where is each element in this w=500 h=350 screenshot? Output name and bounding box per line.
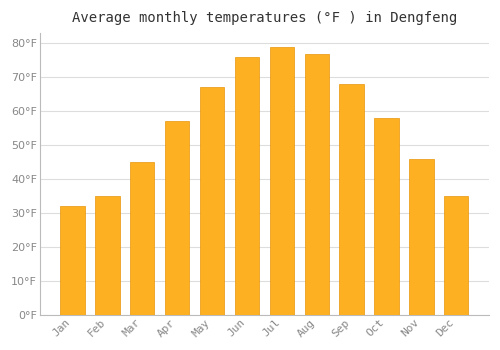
Bar	[444, 196, 468, 315]
Bar	[60, 206, 84, 315]
Bar	[409, 159, 434, 315]
Title: Average monthly temperatures (°F ) in Dengfeng: Average monthly temperatures (°F ) in De…	[72, 11, 457, 25]
Bar	[234, 57, 259, 315]
Bar	[95, 196, 120, 315]
Bar	[270, 47, 294, 315]
Bar	[165, 121, 190, 315]
Bar	[304, 54, 329, 315]
Bar	[130, 162, 154, 315]
Bar	[374, 118, 398, 315]
Bar	[200, 88, 224, 315]
Bar	[340, 84, 364, 315]
